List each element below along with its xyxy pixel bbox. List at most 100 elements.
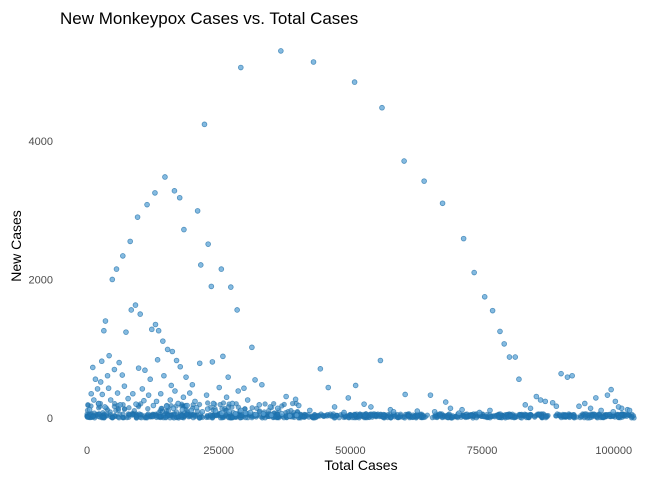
data-point bbox=[220, 353, 226, 360]
data-point bbox=[163, 403, 170, 410]
data-point bbox=[199, 408, 206, 415]
x-tick-label: 0 bbox=[84, 445, 90, 457]
data-points bbox=[86, 48, 633, 419]
data-point bbox=[95, 400, 102, 407]
data-point bbox=[181, 226, 187, 233]
data-point bbox=[345, 395, 352, 401]
data-point bbox=[120, 253, 126, 259]
data-point bbox=[310, 59, 317, 65]
data-point bbox=[608, 386, 614, 393]
data-point bbox=[361, 401, 367, 407]
data-point bbox=[133, 401, 139, 407]
data-point bbox=[351, 79, 358, 85]
data-point bbox=[97, 379, 104, 385]
data-point bbox=[203, 392, 210, 398]
data-point bbox=[307, 407, 313, 414]
data-point bbox=[145, 406, 151, 412]
data-point bbox=[523, 414, 530, 421]
data-point bbox=[132, 302, 139, 308]
data-point bbox=[193, 404, 200, 411]
data-point bbox=[456, 410, 462, 416]
data-point bbox=[98, 358, 105, 365]
data-point bbox=[101, 327, 107, 334]
data-point bbox=[177, 363, 184, 370]
data-point bbox=[624, 413, 630, 419]
data-point bbox=[121, 383, 128, 389]
data-point bbox=[431, 408, 438, 415]
data-point bbox=[600, 414, 607, 421]
data-point bbox=[204, 406, 211, 412]
data-point bbox=[107, 409, 113, 415]
data-point bbox=[145, 411, 151, 417]
data-point bbox=[196, 360, 203, 367]
data-point bbox=[615, 414, 622, 421]
data-point bbox=[88, 390, 95, 397]
data-point bbox=[229, 400, 236, 407]
data-point bbox=[170, 405, 177, 412]
data-point bbox=[163, 415, 169, 421]
data-point bbox=[105, 385, 112, 392]
data-point bbox=[183, 374, 189, 380]
data-point bbox=[232, 411, 239, 417]
data-point bbox=[295, 402, 302, 409]
data-point bbox=[476, 409, 483, 416]
data-point bbox=[102, 318, 109, 324]
data-point bbox=[329, 412, 336, 419]
data-point bbox=[114, 390, 121, 396]
data-point bbox=[256, 402, 263, 408]
data-point bbox=[481, 293, 488, 300]
data-point bbox=[208, 283, 215, 290]
data-point bbox=[270, 400, 277, 407]
data-point bbox=[184, 411, 190, 417]
data-point bbox=[184, 402, 190, 409]
data-point bbox=[205, 241, 211, 247]
data-point bbox=[260, 411, 267, 417]
data-point bbox=[537, 397, 544, 403]
data-point bbox=[179, 406, 186, 413]
data-point bbox=[289, 400, 296, 407]
data-point bbox=[180, 394, 187, 401]
data-point bbox=[262, 401, 268, 407]
data-point bbox=[144, 201, 150, 208]
data-point bbox=[249, 344, 255, 351]
data-point bbox=[542, 398, 549, 405]
data-point bbox=[369, 412, 376, 418]
data-point bbox=[197, 262, 204, 268]
data-point bbox=[379, 104, 385, 111]
data-point bbox=[487, 413, 494, 420]
data-point bbox=[123, 329, 129, 335]
data-point bbox=[115, 407, 122, 413]
data-point bbox=[292, 396, 299, 403]
data-point bbox=[171, 188, 178, 194]
data-point bbox=[188, 407, 195, 414]
data-point bbox=[127, 238, 133, 245]
data-point bbox=[142, 367, 148, 374]
data-point bbox=[587, 405, 594, 412]
data-point bbox=[447, 405, 454, 412]
data-point bbox=[234, 307, 240, 313]
data-point bbox=[283, 393, 289, 400]
data-point bbox=[212, 408, 219, 414]
data-point bbox=[153, 398, 160, 405]
data-point bbox=[235, 388, 241, 394]
data-point bbox=[101, 414, 107, 421]
data-point bbox=[626, 407, 633, 414]
data-point bbox=[207, 412, 214, 419]
data-point bbox=[286, 413, 293, 419]
data-point bbox=[390, 408, 397, 415]
data-point bbox=[172, 388, 178, 394]
data-point bbox=[167, 397, 174, 403]
data-point bbox=[380, 411, 387, 418]
data-point bbox=[201, 121, 208, 128]
data-point bbox=[145, 392, 152, 398]
data-point bbox=[86, 406, 93, 413]
data-point bbox=[610, 408, 617, 415]
data-point bbox=[158, 405, 164, 412]
data-point bbox=[281, 401, 287, 408]
y-axis-ticks: 0 2000 4000 bbox=[29, 136, 53, 425]
data-point bbox=[249, 414, 255, 421]
data-point bbox=[598, 407, 604, 414]
data-point bbox=[204, 400, 211, 406]
data-point bbox=[437, 411, 443, 417]
data-point bbox=[414, 408, 421, 414]
